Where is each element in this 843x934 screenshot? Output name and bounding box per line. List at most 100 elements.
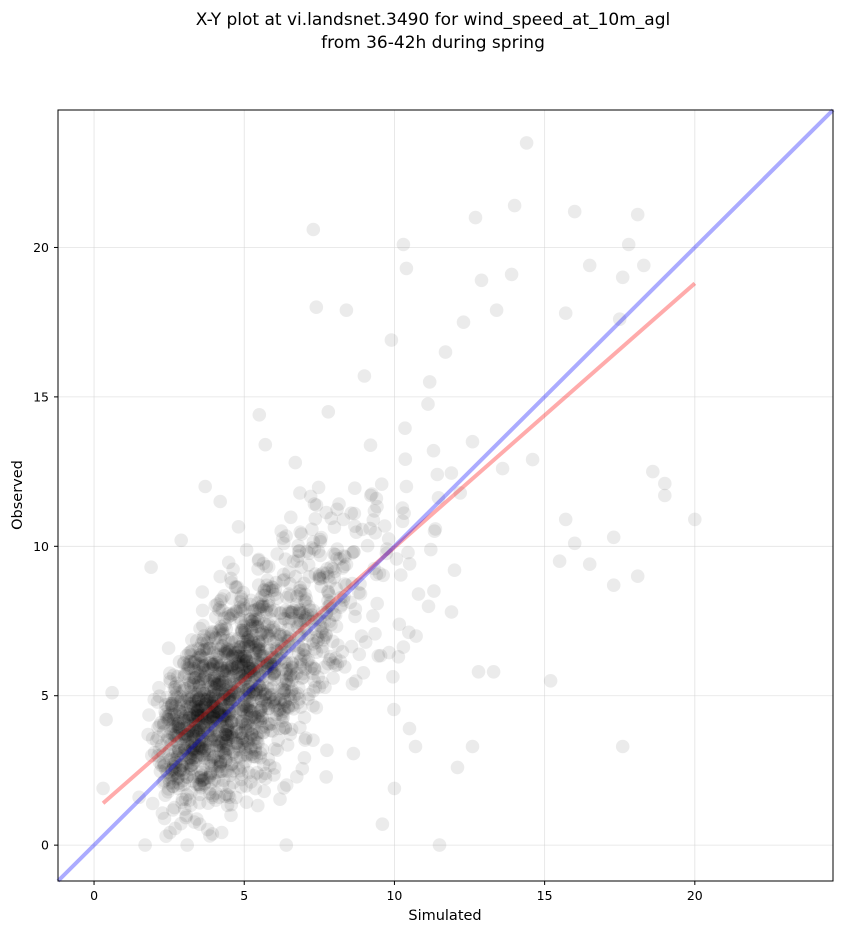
data-point: [191, 708, 205, 723]
data-point: [200, 726, 215, 741]
data-point: [260, 599, 275, 614]
data-point: [185, 633, 199, 647]
data-point: [355, 522, 370, 537]
data-point: [204, 765, 218, 779]
data-point: [262, 628, 276, 643]
data-point: [225, 632, 239, 646]
data-point: [304, 614, 319, 629]
data-point: [190, 708, 204, 723]
data-point: [273, 629, 288, 644]
data-point: [221, 709, 236, 723]
data-point: [184, 661, 198, 675]
data-point: [206, 699, 220, 714]
data-point: [174, 707, 188, 722]
data-point: [197, 721, 211, 736]
data-point: [212, 739, 226, 753]
data-point: [206, 709, 220, 724]
data-point: [353, 577, 367, 591]
data-point: [173, 722, 187, 736]
data-point: [192, 714, 206, 728]
data-point: [220, 729, 235, 743]
data-point: [220, 764, 235, 778]
data-point: [292, 692, 307, 706]
data-point: [197, 776, 212, 791]
data-point: [239, 668, 254, 682]
data-point: [219, 668, 233, 682]
data-point: [240, 700, 254, 715]
data-point: [215, 778, 230, 793]
data-point: [151, 720, 165, 735]
data-point: [206, 674, 220, 688]
data-point: [218, 789, 232, 804]
data-point: [228, 685, 242, 700]
data-point: [259, 578, 274, 593]
data-point: [210, 700, 224, 714]
data-point: [264, 580, 279, 594]
data-point: [205, 658, 220, 672]
data-point: [233, 648, 248, 663]
data-point: [411, 587, 426, 601]
plot-frame: [57, 109, 834, 882]
data-point: [218, 671, 233, 686]
data-point: [321, 585, 336, 600]
data-point: [172, 743, 186, 757]
data-point: [225, 728, 239, 742]
data-point: [293, 654, 308, 669]
data-point: [217, 611, 232, 625]
data-point: [215, 674, 230, 688]
data-point: [273, 606, 287, 621]
data-point: [198, 669, 212, 684]
data-point: [193, 648, 208, 662]
data-point: [200, 707, 215, 721]
data-point: [258, 687, 273, 702]
data-point: [543, 674, 558, 688]
data-point: [293, 603, 308, 617]
data-point: [186, 718, 201, 732]
data-point: [305, 608, 319, 622]
data-point: [346, 545, 361, 559]
data-point: [238, 649, 252, 663]
data-point: [212, 685, 226, 700]
data-point: [313, 548, 328, 563]
data-point: [370, 596, 385, 611]
data-point: [218, 682, 232, 697]
data-point: [186, 756, 201, 771]
data-point: [281, 677, 296, 691]
data-point: [191, 750, 205, 765]
data-point: [206, 750, 221, 765]
data-point: [205, 827, 220, 841]
data-point: [263, 643, 277, 657]
data-point: [154, 715, 168, 730]
data-point: [236, 652, 251, 666]
data-point: [227, 677, 241, 692]
data-point: [182, 713, 197, 727]
data-point: [199, 697, 213, 711]
data-point: [222, 704, 236, 718]
data-point: [231, 631, 246, 646]
data-point: [191, 641, 205, 656]
data-point: [395, 514, 410, 529]
data-point: [323, 574, 337, 589]
data-point: [281, 700, 295, 714]
data-point: [229, 790, 243, 805]
data-point: [197, 692, 212, 707]
data-point: [245, 678, 259, 692]
data-point: [182, 707, 197, 721]
data-point: [190, 666, 205, 681]
data-point: [217, 773, 231, 788]
data-point: [156, 718, 171, 732]
data-point: [234, 675, 249, 689]
data-point: [272, 627, 287, 642]
data-point: [191, 692, 206, 706]
data-point: [157, 774, 172, 788]
data-point: [187, 769, 201, 784]
data-point: [465, 434, 480, 449]
data-point: [181, 699, 195, 714]
data-point: [211, 755, 225, 769]
data-point: [173, 763, 187, 778]
data-point: [185, 713, 199, 727]
data-point: [231, 657, 246, 672]
data-point: [249, 687, 263, 701]
data-point: [213, 677, 227, 692]
data-point: [213, 622, 228, 637]
